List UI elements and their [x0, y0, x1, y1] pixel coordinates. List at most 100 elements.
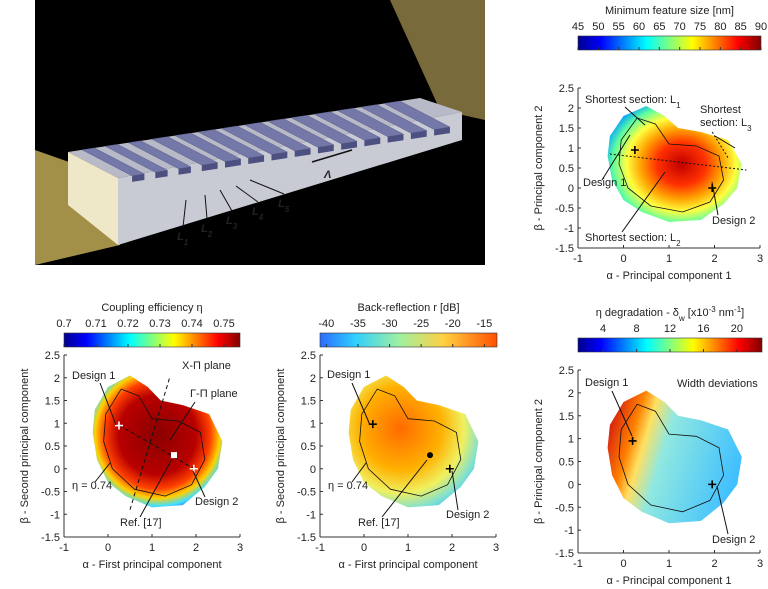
colorbar-tick-label: 0.74	[181, 318, 202, 330]
text-part: Design 1	[327, 369, 370, 381]
text-part: Coupling efficiency η	[101, 302, 202, 314]
heatmap-region	[92, 375, 223, 508]
colorbar-tick-label: 4	[600, 323, 606, 335]
text-part: Back-reflection r [dB]	[357, 302, 459, 314]
annotation-arrow	[624, 106, 646, 126]
y-tick-label: 1.5	[559, 123, 574, 135]
text-part: ]	[741, 307, 744, 319]
text-part: Shortest section: L	[585, 94, 676, 106]
text-part: Design 2	[195, 496, 238, 508]
label-arrow	[219, 189, 233, 212]
colorbar-tick-label: -30	[382, 318, 398, 330]
colorbar-tick-label: 75	[694, 21, 706, 33]
tooth-side	[225, 159, 241, 168]
x-tick-label: 3	[493, 542, 499, 554]
x-tick-label: 2	[449, 542, 455, 554]
reference-marker	[427, 452, 433, 459]
x-tick-label: 2	[193, 542, 199, 554]
y-tick-label: -1	[564, 525, 574, 537]
annotation-arrow	[716, 485, 729, 535]
contour-line	[618, 117, 725, 213]
plane-line	[129, 377, 171, 510]
contour-line	[618, 403, 725, 513]
annotation-arrow	[169, 401, 196, 441]
y-tick-label: 2	[568, 388, 574, 400]
y-tick-label: 2.5	[559, 365, 574, 377]
colorbar-tick-label: -35	[350, 318, 366, 330]
text-part: L	[252, 206, 259, 218]
colorbar-tick-label: 0.72	[117, 318, 138, 330]
label-arrow	[235, 185, 259, 203]
annotation-arrow	[621, 171, 666, 233]
x-tick-label: -1	[573, 558, 583, 570]
heatmap-region	[348, 375, 479, 508]
x-tick-label: 3	[757, 558, 763, 570]
y-tick-label: 2.5	[559, 83, 574, 95]
annotation-arrow	[711, 181, 719, 216]
y-tick-label: 2	[54, 373, 60, 385]
x-tick-label: -1	[59, 542, 69, 554]
y-tick-label: 1	[54, 418, 60, 430]
section-line	[609, 153, 747, 171]
section-label: L2	[201, 223, 213, 239]
annotation: Shortest section: L2	[585, 232, 681, 248]
colorbar-title: Back-reflection r [dB]	[357, 302, 459, 314]
annotation: Ref. [17]	[120, 517, 162, 529]
y-tick-label: 2.5	[45, 350, 60, 362]
text-part: Minimum feature size [nm]	[605, 5, 734, 17]
colorbar-tick-label: 55	[613, 21, 625, 33]
colorbar	[63, 332, 241, 348]
colorbar-tick-label: 0.75	[213, 318, 234, 330]
annotation: Design 2	[712, 534, 755, 546]
colorbar-tick-label: 20	[731, 323, 743, 335]
colorbar	[577, 35, 762, 51]
annotation: Γ-Π plane	[190, 388, 238, 400]
text-part: Ref. [17]	[120, 517, 162, 529]
tooth-side	[178, 166, 191, 175]
period-label: Λ	[323, 169, 331, 181]
section-label: L3	[226, 215, 238, 231]
y-tick-label: -1	[564, 223, 574, 235]
tooth-side	[271, 152, 288, 161]
x-tick-label: 0	[620, 558, 626, 570]
contour-line	[103, 388, 206, 497]
heatmap-region	[607, 390, 742, 524]
colorbar-tick-label: 60	[633, 21, 645, 33]
colorbar-tick-label: -15	[476, 318, 492, 330]
text-part: η = 0.74	[328, 480, 368, 492]
annotation: Design 2	[195, 496, 238, 508]
y-tick-label: 0	[568, 479, 574, 491]
text-part: Ref. [17]	[358, 517, 400, 529]
colorbar-title: η degradation - δw [x10-3 nm-1]	[596, 305, 744, 323]
text-part: -3	[709, 305, 717, 314]
text-part: L	[201, 223, 208, 235]
text-part: 1	[184, 238, 189, 247]
colorbar-tick-label: 65	[653, 21, 665, 33]
x-tick-label: 1	[666, 558, 672, 570]
text-part: 2	[207, 230, 213, 239]
text-part: 2	[676, 239, 681, 248]
colorbar-tick-label: 12	[664, 323, 676, 335]
text-part: [x10	[685, 307, 709, 319]
x-axis-label: α - Principal component 1	[607, 270, 732, 282]
y-tick-label: 0	[54, 464, 60, 476]
text-part: 4	[258, 213, 264, 222]
y-tick-label: 1	[568, 143, 574, 155]
period-arrow	[311, 149, 353, 163]
tooth-side	[201, 162, 218, 172]
text-part: Γ-Π plane	[190, 388, 238, 400]
text-part: 5	[285, 205, 290, 214]
annotation: Ref. [17]	[358, 517, 400, 529]
y-tick-label: 0.5	[559, 163, 574, 175]
x-axis-label: α - First principal component	[82, 559, 221, 571]
tooth-side	[317, 144, 334, 154]
design-marker	[708, 480, 717, 489]
text-part: 3	[747, 124, 752, 133]
label-arrow	[204, 194, 208, 220]
y-axis-label: β - Second principal component	[19, 369, 31, 524]
text-part: Design 2	[446, 509, 489, 521]
tooth-side	[341, 141, 358, 150]
design-marker	[445, 464, 454, 473]
tooth-side	[294, 148, 311, 157]
annotation: Design 2	[712, 215, 755, 227]
